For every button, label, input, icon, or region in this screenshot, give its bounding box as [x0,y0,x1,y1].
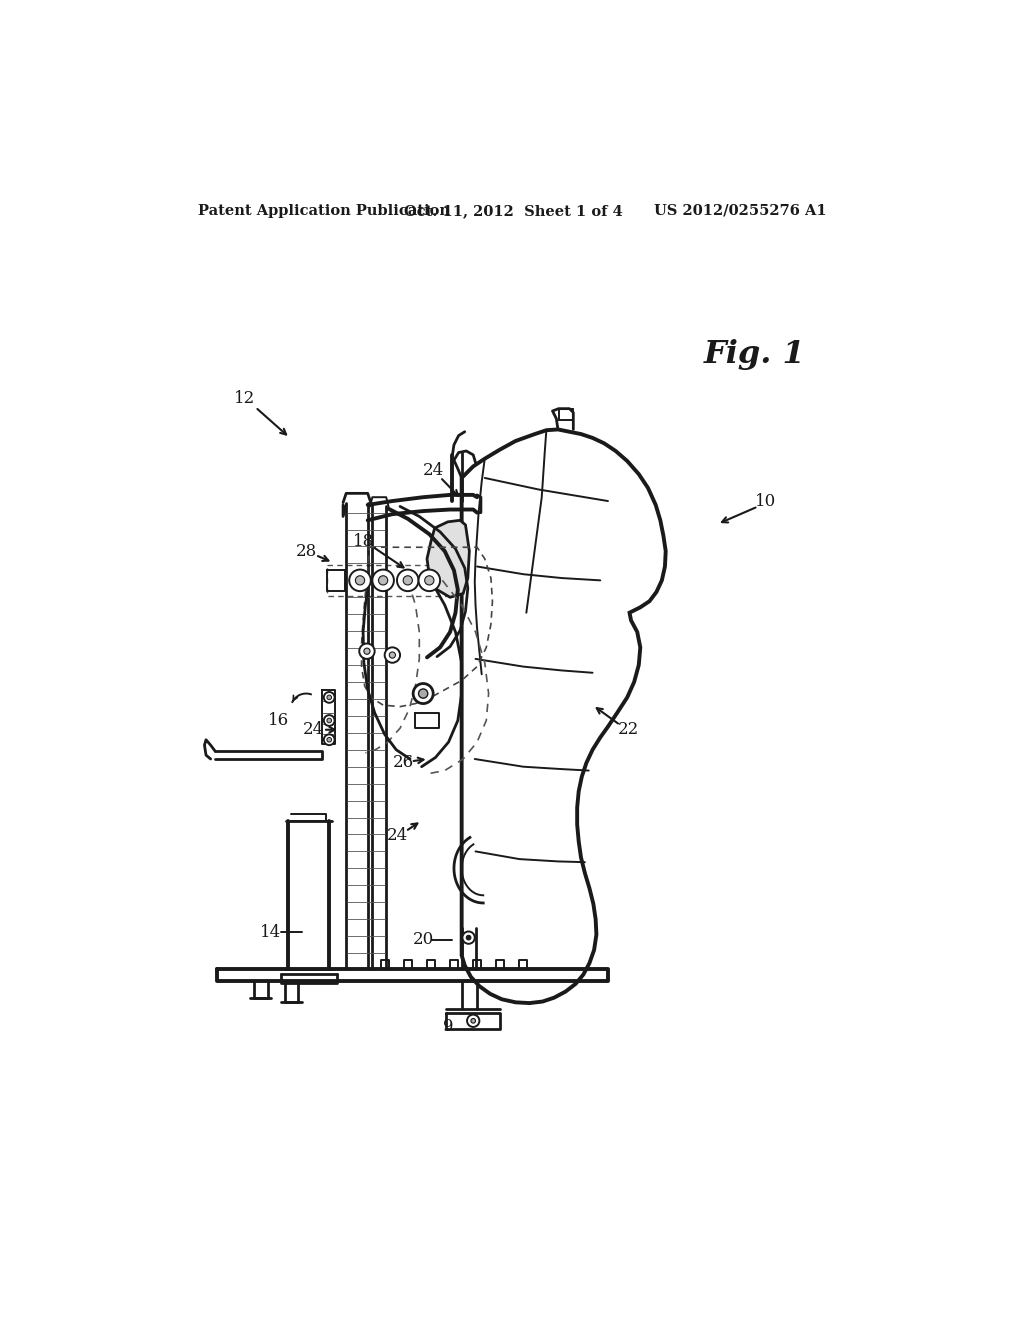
Text: Oct. 11, 2012  Sheet 1 of 4: Oct. 11, 2012 Sheet 1 of 4 [403,203,623,218]
Text: Fig. 1: Fig. 1 [705,339,806,370]
Circle shape [403,576,413,585]
Bar [559,409,572,420]
Circle shape [425,576,434,585]
Text: 24: 24 [302,721,324,738]
Circle shape [463,932,475,944]
Circle shape [324,715,335,726]
Text: 20: 20 [413,932,434,949]
Text: 14: 14 [260,924,282,941]
Text: 24: 24 [423,462,443,479]
Text: 10: 10 [755,492,776,510]
Circle shape [466,936,471,940]
Circle shape [397,570,419,591]
Text: 16: 16 [268,711,289,729]
Circle shape [373,570,394,591]
Bar [327,565,446,595]
Text: US 2012/0255276 A1: US 2012/0255276 A1 [654,203,826,218]
Circle shape [324,692,335,702]
Circle shape [327,696,332,700]
Circle shape [389,652,395,659]
Circle shape [413,684,433,704]
Text: 28: 28 [296,543,316,560]
Circle shape [467,1015,479,1027]
Text: 12: 12 [233,391,255,407]
Circle shape [385,647,400,663]
Polygon shape [427,520,469,597]
Text: 9: 9 [442,1019,453,1035]
Circle shape [327,738,332,742]
Circle shape [349,570,371,591]
Circle shape [359,644,375,659]
Circle shape [419,689,428,698]
Text: 26: 26 [392,754,414,771]
Circle shape [364,648,370,655]
Text: 24: 24 [387,828,409,845]
Circle shape [327,718,332,723]
Circle shape [355,576,365,585]
Text: 22: 22 [618,721,639,738]
Circle shape [324,734,335,744]
Circle shape [379,576,388,585]
Circle shape [471,1019,475,1023]
Circle shape [419,570,440,591]
Text: Patent Application Publication: Patent Application Publication [199,203,451,218]
Text: 18: 18 [352,532,374,549]
